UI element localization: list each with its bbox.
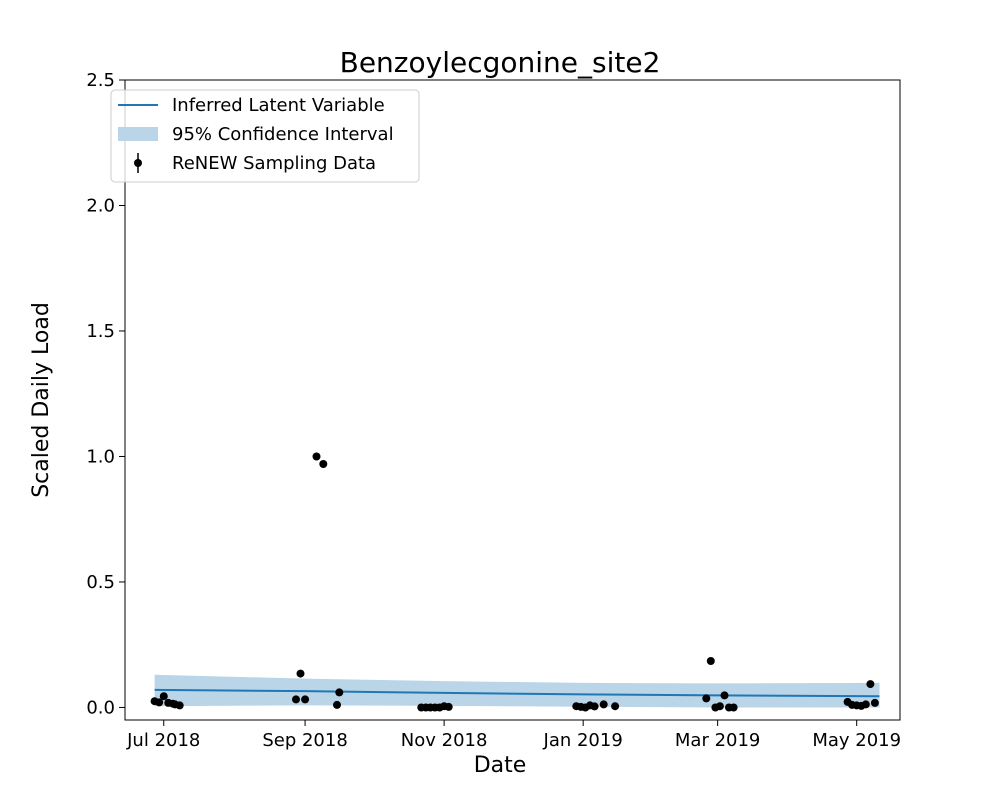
sampling-point: [296, 669, 305, 678]
chart-title: Benzoylecgonine_site2: [340, 46, 661, 79]
sampling-point: [590, 702, 599, 711]
latent-variable-line: [154, 688, 880, 698]
y-axis-ticks: 0.0 0.5 1.0 1.5 2.0 2.5: [86, 70, 125, 718]
sampling-point: [159, 692, 168, 701]
y-tick-label: 0.5: [86, 572, 115, 593]
y-axis-label: Scaled Daily Load: [29, 302, 54, 498]
legend-band-swatch: [118, 127, 158, 141]
sampling-point: [599, 700, 608, 709]
sampling-point: [702, 694, 711, 703]
sampling-point: [715, 702, 724, 711]
sampling-point: [706, 657, 715, 665]
x-tick-label: Mar 2019: [675, 730, 761, 751]
sampling-point: [301, 695, 310, 704]
sampling-points-layer: [150, 452, 879, 712]
sampling-point: [319, 460, 328, 468]
x-tick-label: Nov 2018: [401, 730, 488, 751]
legend-marker-swatch: [134, 159, 142, 167]
legend-latent-label: Inferred Latent Variable: [172, 95, 385, 116]
y-tick-label: 0.0: [86, 697, 115, 718]
latent-line-layer: [154, 688, 880, 698]
sampling-point: [870, 698, 879, 707]
sampling-point: [729, 703, 738, 712]
y-tick-label: 2.5: [86, 70, 115, 91]
sampling-point: [444, 702, 453, 711]
x-tick-label: Sep 2018: [262, 730, 347, 751]
legend-sampling-label: ReNEW Sampling Data: [172, 153, 376, 174]
sampling-point: [333, 700, 341, 709]
legend: Inferred Latent Variable 95% Confidence …: [110, 89, 420, 183]
sampling-point: [312, 452, 321, 461]
x-tick-label: Jul 2018: [126, 730, 200, 751]
y-tick-label: 1.5: [86, 321, 115, 342]
sampling-point: [155, 698, 164, 707]
x-tick-label: Jan 2019: [543, 730, 623, 751]
confidence-band: [154, 674, 880, 708]
sampling-point: [335, 688, 344, 697]
sampling-point: [861, 700, 870, 709]
plot-area-frame: [124, 79, 901, 721]
y-tick-label: 2.0: [86, 195, 115, 216]
x-axis-label: Date: [474, 753, 527, 778]
sampling-point: [720, 691, 729, 700]
legend-box: [110, 89, 420, 183]
legend-band-label: 95% Confidence Interval: [172, 124, 394, 145]
y-tick-label: 1.0: [86, 446, 115, 467]
confidence-band-layer: [154, 674, 880, 708]
x-tick-label: May 2019: [812, 730, 901, 751]
x-axis-ticks: Jul 2018 Sep 2018 Nov 2018 Jan 2019 Mar 2019…: [126, 720, 901, 751]
sampling-point: [175, 701, 184, 710]
sampling-point: [866, 680, 875, 689]
sampling-point: [292, 695, 300, 704]
sampling-point: [611, 702, 620, 711]
